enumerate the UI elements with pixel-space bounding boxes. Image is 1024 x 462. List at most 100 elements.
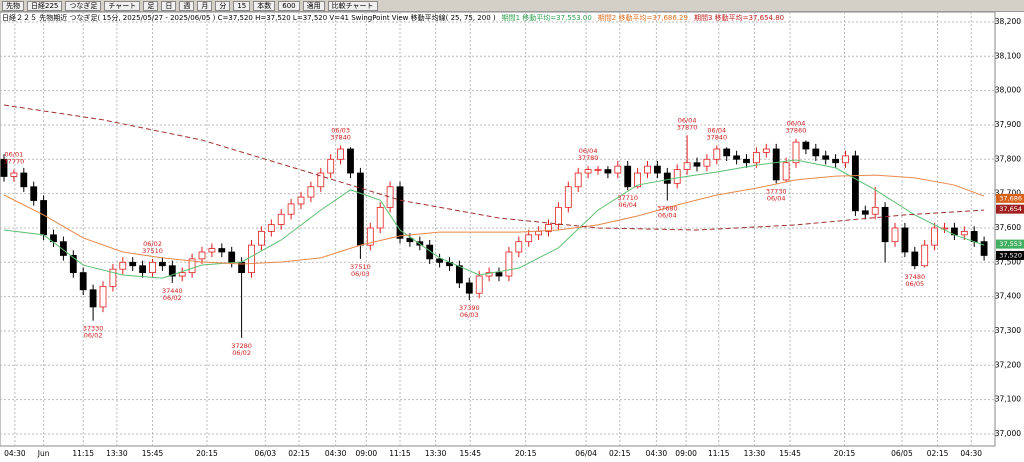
candle-body	[842, 155, 849, 164]
candle-body	[654, 165, 661, 174]
candle-body	[248, 244, 255, 274]
candle-body	[852, 155, 859, 212]
x-tick-label: 02:15	[927, 449, 949, 458]
price-tag	[996, 250, 1024, 260]
candle-body	[60, 241, 67, 256]
swing-price: 37710	[617, 194, 638, 202]
y-tick-label: 37,400	[995, 292, 1021, 301]
price-tag-label: 37,553	[999, 240, 1022, 248]
x-tick-label: 20:15	[515, 449, 537, 458]
toolbar-button[interactable]: 分	[215, 0, 231, 11]
swing-price: 37680	[657, 205, 678, 213]
toolbar-button[interactable]: 日	[161, 0, 177, 11]
candle-body	[535, 231, 542, 236]
candle-body	[663, 172, 671, 184]
candle-body	[881, 206, 889, 243]
swing-date: 06/04	[618, 201, 637, 209]
x-tick-label: 04:30	[960, 449, 982, 458]
swing-date: 06/03	[460, 311, 479, 319]
toolbar-button[interactable]: 週	[179, 0, 195, 11]
swing-price: 37480	[904, 273, 925, 281]
toolbar-button[interactable]: 15	[233, 0, 251, 11]
candle-body	[753, 152, 760, 164]
candle-body	[30, 186, 38, 201]
y-tick-label: 37,700	[995, 189, 1021, 198]
swing-date: 06/04	[787, 120, 806, 128]
candle-body	[79, 272, 87, 291]
candle-body	[634, 172, 641, 188]
candle-body	[50, 234, 57, 243]
header-main: 日経２２５ 先物期近 つなぎ足( 15分, 2025/05/27 - 2025/…	[2, 14, 496, 22]
candle-body	[782, 162, 790, 181]
candle-body	[901, 227, 909, 253]
x-tick-label: 13:30	[744, 449, 766, 458]
candle-body	[287, 203, 295, 215]
candle-body	[0, 158, 8, 177]
candle-body	[792, 141, 800, 164]
x-tick-label: 13:30	[425, 449, 447, 458]
candle-body	[525, 234, 533, 243]
swing-date: 06/02	[84, 332, 103, 340]
price-tag-label: 37,654	[999, 205, 1022, 213]
candle-body	[396, 186, 404, 239]
x-tick-label: 15:45	[459, 449, 481, 458]
x-tick-label: 20:15	[196, 449, 218, 458]
swing-price: 37870	[677, 123, 698, 131]
x-tick-label: 11:15	[389, 449, 411, 458]
candle-body	[921, 244, 929, 267]
candle-body	[802, 141, 810, 150]
candle-body	[743, 158, 750, 164]
candle-body	[713, 148, 721, 160]
toolbar-button[interactable]: 600	[278, 0, 300, 11]
candle-body	[832, 158, 839, 164]
x-tick-label: 04:30	[4, 449, 26, 458]
y-tick-label: 37,300	[995, 326, 1021, 335]
candle-body	[614, 165, 622, 174]
x-tick-label: 02:15	[288, 449, 310, 458]
candle-body	[327, 158, 335, 174]
candle-body	[69, 255, 77, 274]
toolbar-button[interactable]: チャート	[104, 0, 141, 11]
candle-body	[356, 172, 364, 246]
swing-price: 37510	[350, 263, 371, 271]
x-tick-label: 15:45	[779, 449, 801, 458]
x-tick-label: 13:30	[106, 449, 128, 458]
price-tag-label: 37,520	[999, 251, 1022, 259]
toolbar-button[interactable]: 比較チャート	[327, 0, 378, 11]
swing-date: 06/01	[5, 151, 24, 159]
candle-body	[683, 162, 691, 170]
x-tick-label: 04:30	[325, 449, 347, 458]
candle-body	[980, 241, 988, 256]
candle-body	[703, 158, 711, 167]
swing-price: 37280	[231, 342, 252, 350]
candle-body	[891, 227, 899, 243]
toolbar-button[interactable]: 日経225	[27, 0, 63, 11]
swing-price: 37730	[766, 187, 787, 195]
y-tick-label: 37,900	[995, 120, 1021, 129]
toolbar-button[interactable]: つなぎ足	[65, 0, 102, 11]
candle-body	[20, 172, 28, 188]
swing-price: 37330	[83, 325, 104, 333]
swing-date: 06/03	[331, 127, 350, 135]
x-tick-label: Jun	[37, 449, 50, 458]
toolbar: 先物 日経225 つなぎ足 チャート足日週月分 15 本数 600 適用 比較チャート	[0, 0, 1024, 12]
toolbar-button[interactable]: 適用	[302, 0, 325, 11]
y-tick-label: 38,000	[995, 86, 1021, 95]
candle-body	[723, 148, 731, 157]
swing-date: 06/04	[707, 127, 726, 135]
candle-body	[485, 272, 493, 277]
toolbar-button[interactable]: 足	[143, 0, 159, 11]
price-tag-label: 37,686	[999, 194, 1022, 202]
swing-date: 06/04	[579, 147, 598, 155]
swing-price: 37840	[706, 134, 727, 142]
x-tick-label: 06/05	[891, 449, 913, 458]
y-tick-label: 37,800	[995, 154, 1021, 163]
candle-body	[198, 251, 206, 260]
swing-date: 06/04	[767, 194, 786, 202]
candle-body	[812, 148, 820, 157]
toolbar-button[interactable]: 本数	[253, 0, 276, 11]
candle-body	[347, 148, 354, 174]
candle-body	[40, 200, 47, 236]
toolbar-button[interactable]: 先物	[2, 0, 24, 11]
toolbar-button[interactable]: 月	[197, 0, 213, 11]
